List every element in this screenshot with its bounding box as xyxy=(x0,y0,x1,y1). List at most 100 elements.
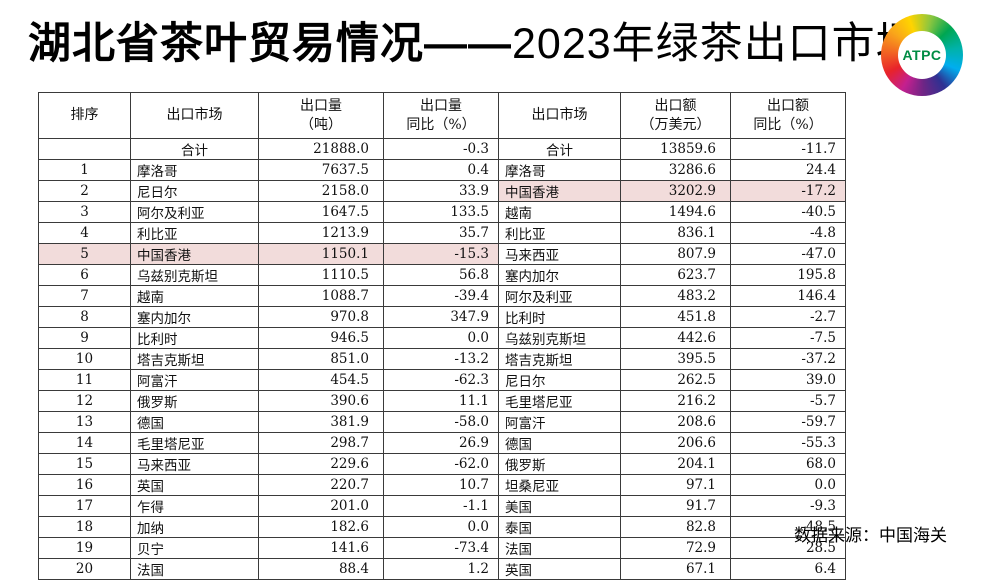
cell-value: 1494.6 xyxy=(620,201,731,223)
cell-volume: 298.7 xyxy=(258,432,384,454)
cell-value-yoy: -59.7 xyxy=(730,411,846,433)
atpc-logo-label: ATPC xyxy=(902,47,942,63)
cell-market-left: 英国 xyxy=(130,474,259,496)
cell-market-right: 阿尔及利亚 xyxy=(498,285,621,307)
cell-volume: 1110.5 xyxy=(258,264,384,286)
cell-volume: 220.7 xyxy=(258,474,384,496)
cell-rank: 13 xyxy=(38,411,131,433)
cell-value: 216.2 xyxy=(620,390,731,412)
table-row: 11 阿富汗 454.5 -62.3 尼日尔 262.5 39.0 xyxy=(38,369,846,391)
cell-market-left: 塔吉克斯坦 xyxy=(130,348,259,370)
cell-value-yoy: -2.7 xyxy=(730,306,846,328)
cell-market-right: 利比亚 xyxy=(498,222,621,244)
cell-value: 451.8 xyxy=(620,306,731,328)
table-header: 排序 出口市场 出口量 （吨） 出口量 同比（%） 出口市场 出口额 （万美元） 出口… xyxy=(38,92,846,139)
cell-market-left: 法国 xyxy=(130,558,259,580)
cell-volume-yoy: -62.0 xyxy=(383,453,499,475)
table-row: 16 英国 220.7 10.7 坦桑尼亚 97.1 0.0 xyxy=(38,474,846,496)
cell-market-right: 德国 xyxy=(498,432,621,454)
cell-value-yoy: 68.0 xyxy=(730,453,846,475)
cell-rank: 11 xyxy=(38,369,131,391)
cell-volume-yoy: 0.4 xyxy=(383,159,499,181)
atpc-logo-center: ATPC xyxy=(898,31,946,79)
cell-value-yoy: 39.0 xyxy=(730,369,846,391)
cell-market-right: 坦桑尼亚 xyxy=(498,474,621,496)
cell-market-left: 越南 xyxy=(130,285,259,307)
cell-value: 807.9 xyxy=(620,243,731,265)
cell-market-left: 尼日尔 xyxy=(130,180,259,202)
cell-volume-yoy: 10.7 xyxy=(383,474,499,496)
cell-value-yoy: 195.8 xyxy=(730,264,846,286)
table-row: 12 俄罗斯 390.6 11.1 毛里塔尼亚 216.2 -5.7 xyxy=(38,390,846,412)
cell-rank: 19 xyxy=(38,537,131,559)
table-body: 合计 21888.0 -0.3 合计 13859.6 -11.7 1 摩洛哥 7… xyxy=(38,138,846,580)
cell-value: 623.7 xyxy=(620,264,731,286)
table-row: 13 德国 381.9 -58.0 阿富汗 208.6 -59.7 xyxy=(38,411,846,433)
cell-volume: 182.6 xyxy=(258,516,384,538)
cell-rank: 6 xyxy=(38,264,131,286)
cell-value: 442.6 xyxy=(620,327,731,349)
cell-volume-yoy: 33.9 xyxy=(383,180,499,202)
cell-rank: 1 xyxy=(38,159,131,181)
data-source-note: 数据来源：中国海关 xyxy=(794,526,947,545)
cell-volume-yoy: 11.1 xyxy=(383,390,499,412)
cell-rank: 5 xyxy=(38,243,131,265)
cell-value-yoy: -4.8 xyxy=(730,222,846,244)
table-row: 20 法国 88.4 1.2 英国 67.1 6.4 xyxy=(38,558,846,580)
cell-value-yoy: 24.4 xyxy=(730,159,846,181)
cell-market-right: 合计 xyxy=(498,138,621,160)
cell-volume-yoy: 56.8 xyxy=(383,264,499,286)
table-row: 6 乌兹别克斯坦 1110.5 56.8 塞内加尔 623.7 195.8 xyxy=(38,264,846,286)
cell-volume-yoy: 347.9 xyxy=(383,306,499,328)
cell-volume-yoy: -39.4 xyxy=(383,285,499,307)
table-row: 2 尼日尔 2158.0 33.9 中国香港 3202.9 -17.2 xyxy=(38,180,846,202)
cell-value: 204.1 xyxy=(620,453,731,475)
cell-value-yoy: -9.3 xyxy=(730,495,846,517)
cell-rank: 15 xyxy=(38,453,131,475)
cell-volume: 229.6 xyxy=(258,453,384,475)
page-title-bold: 湖北省茶叶贸易情况—— xyxy=(28,20,512,68)
header-value: 出口额 （万美元） xyxy=(620,92,731,139)
cell-value: 3202.9 xyxy=(620,180,731,202)
cell-volume-yoy: -62.3 xyxy=(383,369,499,391)
cell-volume-yoy: -0.3 xyxy=(383,138,499,160)
cell-value-yoy: 0.0 xyxy=(730,474,846,496)
header-volume-yoy: 出口量 同比（%） xyxy=(383,92,499,139)
cell-market-left: 塞内加尔 xyxy=(130,306,259,328)
cell-volume: 88.4 xyxy=(258,558,384,580)
cell-volume: 21888.0 xyxy=(258,138,384,160)
cell-value-yoy: -17.2 xyxy=(730,180,846,202)
cell-value-yoy: 146.4 xyxy=(730,285,846,307)
cell-rank: 9 xyxy=(38,327,131,349)
table-row: 9 比利时 946.5 0.0 乌兹别克斯坦 442.6 -7.5 xyxy=(38,327,846,349)
cell-volume: 1213.9 xyxy=(258,222,384,244)
cell-market-left: 马来西亚 xyxy=(130,453,259,475)
cell-volume: 1150.1 xyxy=(258,243,384,265)
cell-rank: 12 xyxy=(38,390,131,412)
cell-volume-yoy: 0.0 xyxy=(383,327,499,349)
cell-rank: 17 xyxy=(38,495,131,517)
cell-value-yoy: -47.0 xyxy=(730,243,846,265)
header-market-left: 出口市场 xyxy=(130,92,259,139)
cell-value: 67.1 xyxy=(620,558,731,580)
cell-value: 97.1 xyxy=(620,474,731,496)
export-table-wrapper: 排序 出口市场 出口量 （吨） 出口量 同比（%） 出口市场 出口额 （万美元） 出口… xyxy=(38,92,846,580)
cell-value: 13859.6 xyxy=(620,138,731,160)
cell-market-left: 阿富汗 xyxy=(130,369,259,391)
cell-value-yoy: -5.7 xyxy=(730,390,846,412)
header-value-yoy: 出口额 同比（%） xyxy=(730,92,846,139)
cell-market-left: 加纳 xyxy=(130,516,259,538)
cell-volume: 851.0 xyxy=(258,348,384,370)
cell-market-right: 越南 xyxy=(498,201,621,223)
cell-rank: 20 xyxy=(38,558,131,580)
cell-market-right: 阿富汗 xyxy=(498,411,621,433)
cell-market-left: 乌兹别克斯坦 xyxy=(130,264,259,286)
cell-value: 3286.6 xyxy=(620,159,731,181)
cell-volume: 381.9 xyxy=(258,411,384,433)
table-row: 10 塔吉克斯坦 851.0 -13.2 塔吉克斯坦 395.5 -37.2 xyxy=(38,348,846,370)
table-row: 4 利比亚 1213.9 35.7 利比亚 836.1 -4.8 xyxy=(38,222,846,244)
cell-value: 262.5 xyxy=(620,369,731,391)
cell-market-left: 毛里塔尼亚 xyxy=(130,432,259,454)
cell-volume: 1647.5 xyxy=(258,201,384,223)
cell-value: 483.2 xyxy=(620,285,731,307)
